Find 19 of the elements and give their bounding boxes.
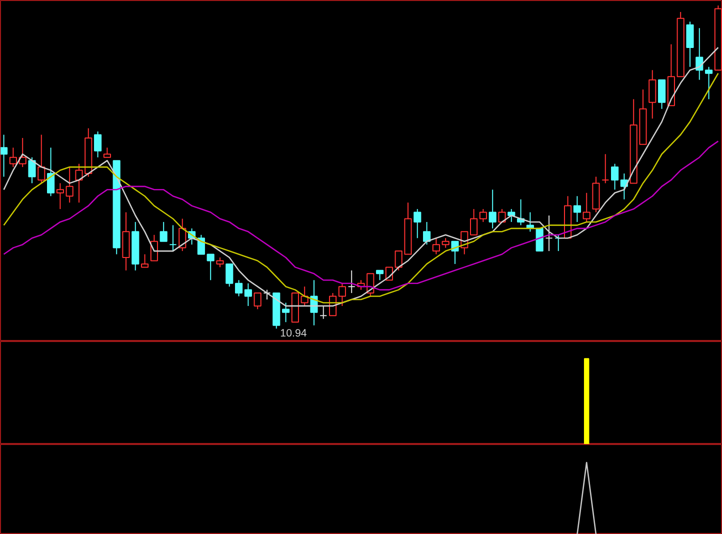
candlestick [66, 166, 74, 204]
candlestick [592, 176, 600, 213]
candlestick [348, 270, 356, 294]
candlestick [0, 134, 8, 178]
candlestick [244, 282, 252, 306]
candlestick [56, 182, 64, 210]
candlestick [442, 238, 450, 248]
candlestick [686, 21, 694, 68]
candlestick [122, 212, 130, 271]
annotation: 10.94 [280, 328, 307, 340]
candlestick [488, 189, 496, 229]
candlestick [545, 215, 553, 252]
candlestick [479, 208, 487, 222]
candlestick [573, 196, 581, 222]
candlestick [132, 221, 140, 271]
candlestick [320, 305, 328, 320]
candlestick [414, 208, 422, 239]
candlestick [648, 70, 656, 120]
candlestick [235, 280, 243, 297]
